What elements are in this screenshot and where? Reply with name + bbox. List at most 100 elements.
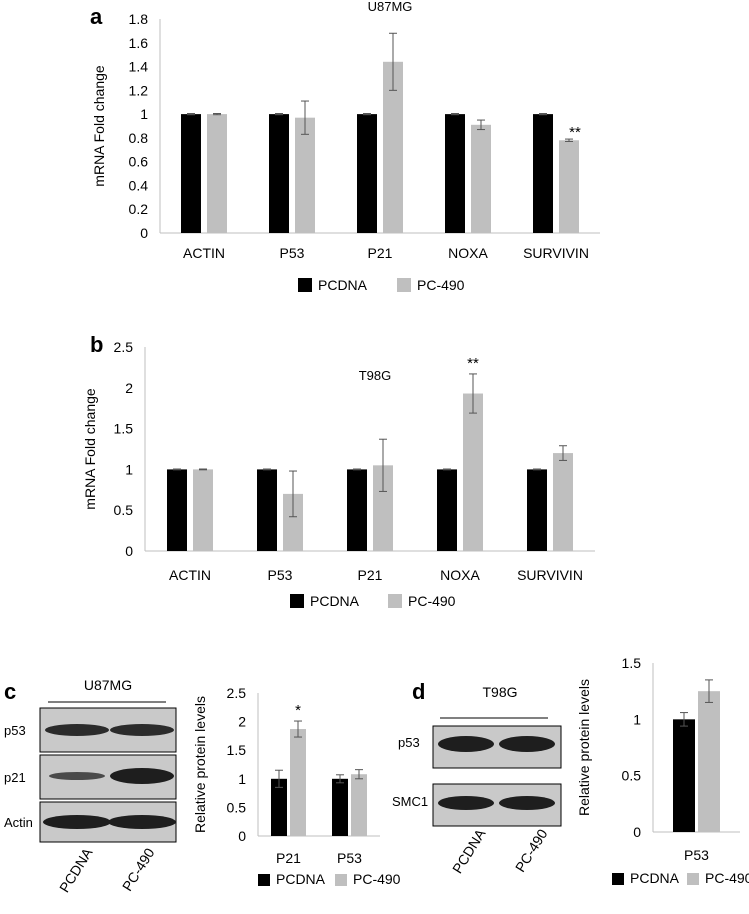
chart-d-ytick: 1.5 (622, 655, 642, 671)
chart-a-ytick: 0.4 (129, 177, 149, 193)
chart-c-legend-label-pc-490: PC-490 (353, 871, 401, 887)
chart-b-significance: ** (467, 355, 479, 372)
chart-b-xtick-p53: P53 (268, 567, 293, 583)
blot-d-band-p53-pc490 (499, 736, 555, 752)
chart-d-legend-label-pcdna: PCDNA (630, 870, 680, 886)
chart-c-xtick-p53: P53 (337, 850, 362, 866)
chart-b-bar-noxa-pcdna (437, 469, 457, 551)
chart-a-ylabel: mRNA Fold change (91, 65, 107, 187)
chart-c-legend-swatch-pc-490 (335, 874, 347, 886)
chart-b-title: T98G (359, 368, 392, 383)
chart-c-bar-p53-pc-490 (351, 774, 367, 836)
chart-c-ylabel: Relative protein levels (192, 696, 208, 833)
chart-c-ytick: 2.5 (227, 685, 247, 701)
chart-b-bar-p53-pc-490 (283, 493, 303, 551)
blot-c-row-label-actin: Actin (4, 815, 33, 830)
chart-d-legend-swatch-pcdna (612, 873, 624, 885)
chart-a-ytick: 0.2 (129, 201, 149, 217)
chart-a-xtick-survivin: SURVIVIN (523, 245, 589, 261)
chart-a-xtick-actin: ACTIN (183, 245, 225, 261)
chart-c-ytick: 1 (238, 771, 246, 787)
chart-a-title: U87MG (368, 0, 413, 14)
blot-c: U87MG p53 p21 Actin PCDNA PC-490 (4, 677, 177, 896)
chart-a-ytick: 1.2 (129, 82, 149, 98)
chart-d-legend-swatch-pc-490 (687, 873, 699, 885)
panel-d-letter: d (412, 679, 425, 704)
chart-a-ytick: 1.8 (129, 11, 149, 27)
chart-a-legend-swatch-pc-490 (397, 278, 411, 292)
chart-b-bar-actin-pcdna (167, 469, 187, 551)
blot-d-lane-pc490: PC-490 (512, 826, 551, 875)
blot-c-band-p53-pcdna (45, 724, 109, 736)
chart-c-bar-p53-pcdna (332, 778, 348, 836)
chart-a-xtick-p21: P21 (368, 245, 393, 261)
blot-c-row-label-p53: p53 (4, 723, 26, 738)
chart-a-significance: ** (569, 124, 581, 141)
chart-c-xtick-p21: P21 (276, 850, 301, 866)
panel-c-letter: c (4, 679, 16, 704)
blot-c-lane-pc490: PC-490 (119, 845, 158, 894)
blot-c-band-p21-pc490 (110, 768, 174, 784)
chart-c-ytick: 2 (238, 714, 246, 730)
panel-b-letter: b (90, 332, 103, 357)
chart-b-xtick-noxa: NOXA (440, 567, 480, 583)
chart-a-ytick: 1.6 (129, 35, 149, 51)
chart-a-bar-survivin-pcdna (533, 114, 553, 233)
blot-c-band-p21-pcdna (49, 772, 105, 780)
blot-c-row-label-p21: p21 (4, 770, 26, 785)
chart-b-xtick-actin: ACTIN (169, 567, 211, 583)
chart-a-u87mg-mrna: 0 0.2 0.4 0.6 0.8 1 1.2 1.4 1.6 1.8 mRNA Fold chan… (91, 0, 600, 293)
chart-a-bar-actin-pc-490 (207, 114, 227, 233)
blot-d-band-smc1-pcdna (438, 796, 494, 810)
chart-c-u87mg-protein: 0 0.5 1 1.5 2 2.5 Relative protein levels P21 P5… (192, 685, 401, 887)
chart-b-xtick-p21: P21 (358, 567, 383, 583)
blot-c-lane-pcdna: PCDNA (56, 845, 96, 896)
chart-b-legend-label-pc-490: PC-490 (408, 593, 456, 609)
chart-b-legend-label-pcdna: PCDNA (310, 593, 360, 609)
chart-a-bar-actin-pcdna (181, 114, 201, 233)
chart-a-bar-survivin-pc-490 (559, 140, 579, 233)
chart-b-ytick: 2.5 (114, 339, 134, 355)
chart-c-legend-label-pcdna: PCDNA (276, 871, 326, 887)
chart-b-ytick: 1 (125, 461, 133, 477)
chart-a-ytick: 1 (140, 106, 148, 122)
blot-d-row-label-p53: p53 (398, 735, 420, 750)
chart-d-ytick: 1 (633, 711, 641, 727)
blot-d-row-label-smc1: SMC1 (392, 794, 428, 809)
chart-b-ytick: 0 (125, 543, 133, 559)
chart-c-ytick: 0 (238, 828, 246, 844)
chart-d-ylabel: Relative protein levels (576, 679, 592, 816)
chart-d-bar-p53-pcdna (673, 719, 695, 832)
chart-c-legend-swatch-pcdna (258, 874, 270, 886)
chart-a-bar-noxa-pcdna (445, 114, 465, 233)
chart-a-ytick: 0.6 (129, 154, 149, 170)
chart-d-ytick: 0 (633, 824, 641, 840)
blot-c-band-actin-pcdna (43, 815, 111, 829)
chart-b-ytick: 2 (125, 380, 133, 396)
chart-a-bar-noxa-pc-490 (471, 124, 491, 233)
chart-a-bar-p21-pc-490 (383, 61, 403, 233)
chart-c-bar-p21-pc-490 (290, 729, 306, 836)
blot-c-band-actin-pc490 (108, 815, 176, 829)
chart-a-legend-label-pcdna: PCDNA (318, 277, 368, 293)
blot-d-lane-pcdna: PCDNA (449, 826, 489, 877)
blot-c-band-p53-pc490 (110, 724, 174, 736)
chart-b-ytick: 1.5 (114, 421, 134, 437)
chart-b-bar-noxa-pc-490 (463, 393, 483, 551)
blot-d-title: T98G (482, 684, 517, 700)
chart-a-bar-p53-pcdna (269, 114, 289, 233)
chart-c-ytick: 1.5 (227, 742, 247, 758)
chart-b-bar-p21-pcdna (347, 469, 367, 551)
chart-b-bar-survivin-pc-490 (553, 453, 573, 551)
chart-a-ytick: 0.8 (129, 130, 149, 146)
chart-c-ytick: 0.5 (227, 799, 247, 815)
chart-a-ytick: 0 (140, 225, 148, 241)
chart-a-xtick-noxa: NOXA (448, 245, 488, 261)
chart-d-legend-label-pc-490: PC-490 (705, 870, 749, 886)
chart-c-bar-p21-pcdna (271, 778, 287, 836)
blot-d-band-p53-pcdna (438, 736, 494, 752)
chart-a-bar-p21-pcdna (357, 114, 377, 233)
chart-c-significance: * (295, 702, 301, 719)
